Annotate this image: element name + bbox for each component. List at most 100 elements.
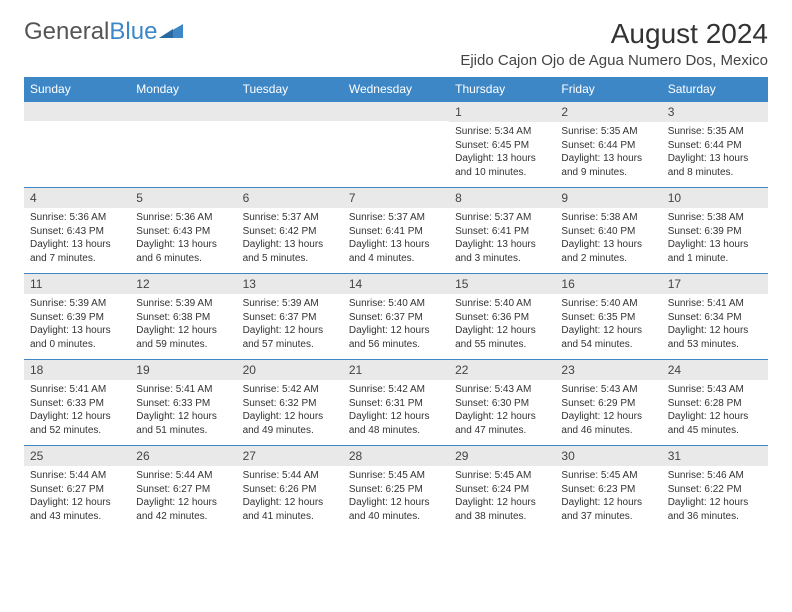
day-number: 10 (662, 188, 768, 208)
sunrise-text: Sunrise: 5:35 AM (668, 125, 762, 139)
daylight-text: Daylight: 12 hours (30, 410, 124, 424)
calendar-cell (343, 102, 449, 188)
daylight-text: and 51 minutes. (136, 424, 230, 438)
daylight-text: and 3 minutes. (455, 252, 549, 266)
day-number: 3 (662, 102, 768, 122)
daylight-text: Daylight: 12 hours (668, 496, 762, 510)
day-number (343, 102, 449, 121)
sunset-text: Sunset: 6:28 PM (668, 397, 762, 411)
calendar-cell: 19Sunrise: 5:41 AMSunset: 6:33 PMDayligh… (130, 360, 236, 446)
calendar-cell: 3Sunrise: 5:35 AMSunset: 6:44 PMDaylight… (662, 102, 768, 188)
daylight-text: and 56 minutes. (349, 338, 443, 352)
calendar-cell: 30Sunrise: 5:45 AMSunset: 6:23 PMDayligh… (555, 446, 661, 532)
sunrise-text: Sunrise: 5:38 AM (668, 211, 762, 225)
sunset-text: Sunset: 6:41 PM (455, 225, 549, 239)
col-friday: Friday (555, 77, 661, 102)
calendar-cell: 16Sunrise: 5:40 AMSunset: 6:35 PMDayligh… (555, 274, 661, 360)
calendar-cell: 23Sunrise: 5:43 AMSunset: 6:29 PMDayligh… (555, 360, 661, 446)
sunset-text: Sunset: 6:26 PM (243, 483, 337, 497)
sunset-text: Sunset: 6:45 PM (455, 139, 549, 153)
daylight-text: Daylight: 12 hours (136, 410, 230, 424)
daylight-text: Daylight: 12 hours (455, 410, 549, 424)
sunrise-text: Sunrise: 5:44 AM (30, 469, 124, 483)
calendar-week: 1Sunrise: 5:34 AMSunset: 6:45 PMDaylight… (24, 102, 768, 188)
logo-text-1: General (24, 18, 109, 46)
daylight-text: and 52 minutes. (30, 424, 124, 438)
calendar-cell: 5Sunrise: 5:36 AMSunset: 6:43 PMDaylight… (130, 188, 236, 274)
day-number: 30 (555, 446, 661, 466)
day-number: 31 (662, 446, 768, 466)
calendar-cell: 29Sunrise: 5:45 AMSunset: 6:24 PMDayligh… (449, 446, 555, 532)
col-tuesday: Tuesday (237, 77, 343, 102)
sunrise-text: Sunrise: 5:40 AM (349, 297, 443, 311)
sunrise-text: Sunrise: 5:37 AM (243, 211, 337, 225)
day-number: 16 (555, 274, 661, 294)
daylight-text: and 10 minutes. (455, 166, 549, 180)
col-sunday: Sunday (24, 77, 130, 102)
sunrise-text: Sunrise: 5:34 AM (455, 125, 549, 139)
daylight-text: Daylight: 13 hours (668, 238, 762, 252)
daylight-text: and 57 minutes. (243, 338, 337, 352)
daylight-text: Daylight: 13 hours (668, 152, 762, 166)
day-number: 20 (237, 360, 343, 380)
calendar-cell: 22Sunrise: 5:43 AMSunset: 6:30 PMDayligh… (449, 360, 555, 446)
daylight-text: Daylight: 13 hours (136, 238, 230, 252)
sunrise-text: Sunrise: 5:38 AM (561, 211, 655, 225)
daylight-text: Daylight: 13 hours (455, 152, 549, 166)
sunset-text: Sunset: 6:42 PM (243, 225, 337, 239)
day-number: 24 (662, 360, 768, 380)
day-number: 4 (24, 188, 130, 208)
sunrise-text: Sunrise: 5:43 AM (668, 383, 762, 397)
sunrise-text: Sunrise: 5:46 AM (668, 469, 762, 483)
day-details: Sunrise: 5:36 AMSunset: 6:43 PMDaylight:… (130, 208, 236, 269)
sunset-text: Sunset: 6:44 PM (668, 139, 762, 153)
day-details: Sunrise: 5:41 AMSunset: 6:33 PMDaylight:… (24, 380, 130, 441)
sunrise-text: Sunrise: 5:36 AM (136, 211, 230, 225)
daylight-text: Daylight: 12 hours (561, 324, 655, 338)
sunrise-text: Sunrise: 5:45 AM (455, 469, 549, 483)
day-number: 9 (555, 188, 661, 208)
day-details: Sunrise: 5:37 AMSunset: 6:42 PMDaylight:… (237, 208, 343, 269)
daylight-text: and 0 minutes. (30, 338, 124, 352)
day-details: Sunrise: 5:35 AMSunset: 6:44 PMDaylight:… (662, 122, 768, 183)
day-details: Sunrise: 5:45 AMSunset: 6:25 PMDaylight:… (343, 466, 449, 527)
day-number: 28 (343, 446, 449, 466)
sunrise-text: Sunrise: 5:41 AM (136, 383, 230, 397)
calendar-cell: 10Sunrise: 5:38 AMSunset: 6:39 PMDayligh… (662, 188, 768, 274)
day-details: Sunrise: 5:42 AMSunset: 6:31 PMDaylight:… (343, 380, 449, 441)
day-details: Sunrise: 5:40 AMSunset: 6:37 PMDaylight:… (343, 294, 449, 355)
calendar-cell: 11Sunrise: 5:39 AMSunset: 6:39 PMDayligh… (24, 274, 130, 360)
month-title: August 2024 (460, 18, 768, 50)
daylight-text: Daylight: 12 hours (455, 496, 549, 510)
calendar-week: 4Sunrise: 5:36 AMSunset: 6:43 PMDaylight… (24, 188, 768, 274)
sunrise-text: Sunrise: 5:44 AM (243, 469, 337, 483)
daylight-text: and 49 minutes. (243, 424, 337, 438)
sunset-text: Sunset: 6:36 PM (455, 311, 549, 325)
day-number (130, 102, 236, 121)
day-details: Sunrise: 5:35 AMSunset: 6:44 PMDaylight:… (555, 122, 661, 183)
calendar-cell: 20Sunrise: 5:42 AMSunset: 6:32 PMDayligh… (237, 360, 343, 446)
calendar-cell: 28Sunrise: 5:45 AMSunset: 6:25 PMDayligh… (343, 446, 449, 532)
daylight-text: Daylight: 12 hours (668, 324, 762, 338)
sunrise-text: Sunrise: 5:45 AM (561, 469, 655, 483)
daylight-text: Daylight: 13 hours (455, 238, 549, 252)
day-number: 29 (449, 446, 555, 466)
sunset-text: Sunset: 6:27 PM (30, 483, 124, 497)
day-details: Sunrise: 5:44 AMSunset: 6:26 PMDaylight:… (237, 466, 343, 527)
daylight-text: and 37 minutes. (561, 510, 655, 524)
day-details: Sunrise: 5:38 AMSunset: 6:39 PMDaylight:… (662, 208, 768, 269)
calendar-cell: 25Sunrise: 5:44 AMSunset: 6:27 PMDayligh… (24, 446, 130, 532)
day-number: 2 (555, 102, 661, 122)
daylight-text: and 8 minutes. (668, 166, 762, 180)
day-number: 27 (237, 446, 343, 466)
daylight-text: Daylight: 12 hours (349, 324, 443, 338)
daylight-text: and 59 minutes. (136, 338, 230, 352)
day-number: 19 (130, 360, 236, 380)
day-details: Sunrise: 5:43 AMSunset: 6:30 PMDaylight:… (449, 380, 555, 441)
calendar-cell: 1Sunrise: 5:34 AMSunset: 6:45 PMDaylight… (449, 102, 555, 188)
day-details: Sunrise: 5:36 AMSunset: 6:43 PMDaylight:… (24, 208, 130, 269)
sunset-text: Sunset: 6:23 PM (561, 483, 655, 497)
day-number (237, 102, 343, 121)
location-subtitle: Ejido Cajon Ojo de Agua Numero Dos, Mexi… (460, 52, 768, 69)
sunrise-text: Sunrise: 5:45 AM (349, 469, 443, 483)
